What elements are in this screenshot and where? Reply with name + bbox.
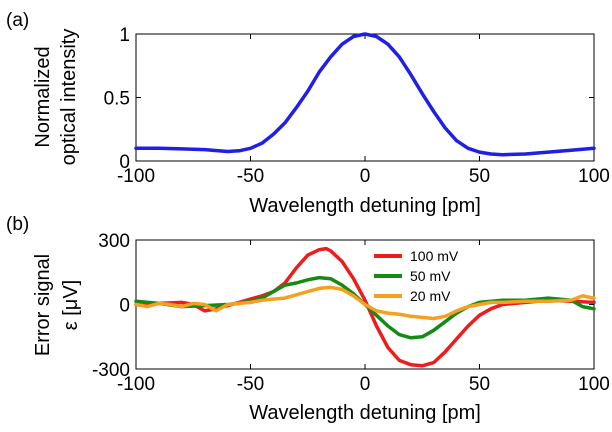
legend-label: 50 mV [410,268,451,284]
panel-a-x-axis-label: Wavelength detuning [pm] [249,195,481,217]
panel-b-x-axis-label: Wavelength detuning [pm] [249,402,481,424]
panel-b-y-axis-label-line1: Error signal [32,254,54,356]
x-tick-label: -100 [117,374,155,395]
x-tick-label: -50 [237,166,264,187]
x-tick-label: 50 [469,166,490,187]
panel-a: (a) -100 -50 0 50 100 00.51 Wavelength detun… [6,10,610,217]
y-tick-label: 0 [119,152,130,173]
x-tick-label: 0 [360,374,371,395]
series-line-50-mv [134,275,596,340]
panel-a-y-axis-label-line2: optical intensity [58,29,80,166]
y-tick-label: 0.5 [104,89,130,110]
panel-b-label: (b) [6,214,29,235]
panel-a-y-tick-labels: 00.51 [104,25,130,173]
panel-b-lines [134,246,596,368]
y-tick-label: 300 [98,231,130,252]
panel-a-y-axis-label-line1: Normalized [32,46,54,147]
panel-b-y-axis-label-line2: ε [μV] [60,280,82,330]
panel-a-ticks [135,33,595,162]
y-tick-label: -300 [92,360,130,381]
panel-a-frame [135,33,595,162]
x-tick-label: 0 [360,166,371,187]
y-tick-label: 0 [119,296,130,317]
x-tick-label: -50 [237,374,264,395]
panel-a-label: (a) [6,10,29,31]
panel-a-lines [134,32,596,157]
panel-b-x-tick-labels: -100 -50 0 50 100 [117,374,610,395]
panel-a-x-tick-labels: -100 -50 0 50 100 [117,166,610,187]
x-tick-label: 50 [469,374,490,395]
x-tick-label: -100 [117,166,155,187]
series-line-20-mv [134,285,596,321]
legend-label: 100 mV [410,248,459,264]
panel-b-ticks [135,239,595,370]
legend-label: 20 mV [410,288,451,304]
x-tick-label: 100 [578,166,610,187]
panel-b-legend: 100 mV 50 mV 20 mV [374,248,459,304]
series-line-intensity [134,32,596,157]
y-tick-label: 1 [119,25,130,46]
panel-b: (b) -100 -50 0 50 100 -300 0 300 Wavelength de… [6,214,610,424]
panel-b-y-tick-labels: -300 0 300 [92,231,130,381]
x-tick-label: 100 [578,374,610,395]
